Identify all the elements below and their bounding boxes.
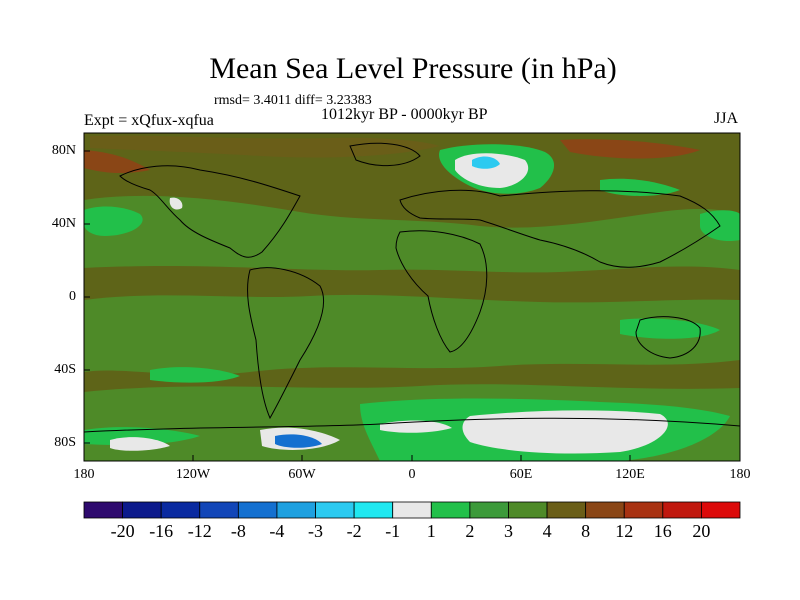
greenland-outline [349,142,421,167]
axis-ticks [83,150,741,461]
subtropic-band [84,195,740,273]
pacific-high [84,150,150,174]
lat-label-40n: 40N [51,216,76,231]
north-america-outline [119,165,301,258]
colorbar-swatch [353,501,394,519]
lon-label-0: 0 [408,467,416,482]
colorbar-swatch [701,501,741,519]
colorbar-label: 1 [426,521,436,541]
colorbar-label: -20 [110,521,135,541]
colorbar-label: -1 [385,521,401,541]
lon-label-180w: 180 [73,467,95,482]
colorbar-label: -4 [269,521,285,541]
colorbar-swatch [508,501,548,519]
lon-label-60e: 60E [509,467,533,482]
map-title: Mean Sea Level Pressure (in hPa) [209,52,617,85]
colorbar [83,501,741,519]
lat-label-40s: 40S [54,362,76,377]
lat-label-80n: 80N [51,143,76,158]
colorbar-label: -3 [308,521,323,541]
colorbar-swatch [392,501,432,519]
colorbar-swatch [546,501,587,519]
experiment-label: Expt = xQfux-xqfua [84,112,214,129]
colorbar-swatch [237,501,278,519]
colorbar-label: 3 [504,521,513,541]
lat-label-0: 0 [69,289,76,304]
lon-label-180e: 180 [729,467,751,482]
spac-low [150,367,240,383]
lon-label-120e: 120E [615,467,645,482]
tropic-band [84,294,740,375]
lat-label-80s: 80S [54,435,76,450]
colorbar-swatch [276,501,316,519]
colorbar-label: 20 [692,521,711,541]
colorbar-swatch [662,501,702,519]
colorbar-swatch [430,501,471,519]
colorbar-label: -16 [149,521,174,541]
siberia-high [560,139,700,159]
colorbar-swatch [83,501,123,519]
eurasia-outline [399,189,721,268]
season-label: JJA [714,110,739,127]
colorbar-label: -12 [187,521,212,541]
africa-outline [395,230,488,353]
period-text: 1012kyr BP - 0000kyr BP [321,106,488,123]
colorbar-label: 4 [542,521,552,541]
west-coast-min [169,197,183,210]
antarctic-min-e [462,410,668,454]
colorbar-label: 12 [615,521,634,541]
npac-low [84,206,143,236]
south-america-outline [247,267,324,420]
lon-label-60w: 60W [288,467,316,482]
colorbar-swatch [199,501,239,519]
colorbar-label: 16 [653,521,672,541]
map-field [84,133,740,461]
colorbar-label: 2 [465,521,475,541]
colorbar-swatch [160,501,201,519]
stats-text: rmsd= 3.4011 diff= 3.23383 [214,93,372,108]
colorbar-label: -2 [346,521,362,541]
europe-neg [472,156,500,169]
lon-label-120w: 120W [175,467,211,482]
colorbar-label: -8 [230,521,246,541]
coastlines [84,142,740,433]
antarctic-neg [275,434,322,448]
colorbar-swatch [623,501,664,519]
colorbar-swatch [122,501,162,519]
australia-outline [635,316,701,359]
antarctica-outline [84,417,740,433]
antarctic-min-w [110,437,170,451]
colorbar-label: 8 [581,521,591,541]
colorbar-swatch [585,501,625,519]
antarctic-min-c [380,420,452,433]
colorbar-swatch [469,501,509,519]
colorbar-swatch [315,501,355,519]
